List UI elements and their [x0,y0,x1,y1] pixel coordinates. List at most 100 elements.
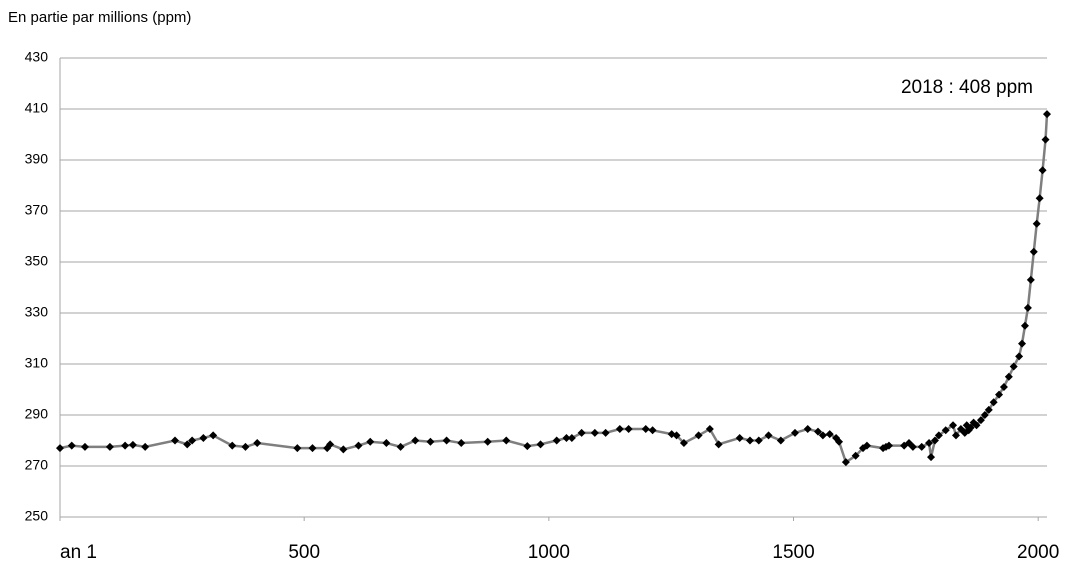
data-point [745,436,754,445]
data-point [999,382,1008,391]
data-point [590,428,599,437]
data-point [1026,275,1035,284]
data-point [818,431,827,440]
data-point [917,442,926,451]
data-point [426,437,435,446]
data-point [1023,303,1032,312]
data-point [1020,321,1029,330]
series-line [59,114,1049,465]
data-point [925,439,934,448]
data-point [1018,339,1027,348]
y-tick-label: 410 [25,100,49,116]
y-axis-label: En partie par millions (ppm) [8,9,191,26]
data-point [199,433,208,442]
data-point [972,421,981,430]
data-point [648,426,657,435]
data-point [825,430,834,439]
data-point [523,442,532,451]
data-point [411,436,420,445]
data-point [382,439,391,448]
data-point [908,442,917,451]
x-tick-label: an 1 [60,542,97,563]
data-point [984,405,993,414]
data-point [209,431,218,440]
data-point [1043,110,1051,119]
x-tick-label: 500 [288,542,320,563]
data-point [577,428,586,437]
data-point [679,439,688,448]
data-point [714,440,723,449]
data-point [483,437,492,446]
data-point [735,433,744,442]
data-point [930,436,939,445]
data-point [457,439,466,448]
data-point [1038,166,1047,175]
data-point [562,433,571,442]
data-point [615,425,624,434]
data-point [803,425,812,434]
data-point [56,444,64,453]
data-point [694,431,703,440]
data-point [989,398,998,407]
data-point [934,431,943,440]
data-point [326,440,335,449]
data-point [228,441,237,450]
data-point [105,442,114,451]
data-point [705,425,714,434]
data-point [754,436,763,445]
data-point [567,433,576,442]
data-point [927,453,936,462]
y-tick-label: 390 [25,151,49,167]
data-point [966,423,975,432]
data-point [976,416,985,425]
data-point [941,426,950,435]
data-point [502,436,511,445]
data-point [672,431,681,440]
data-point [536,440,545,449]
data-point [552,436,561,445]
y-tick-label: 290 [25,406,49,422]
annotation: 2018 : 408 ppm [901,77,1033,98]
y-tick-label: 310 [25,355,49,371]
y-tick-label: 430 [25,49,49,65]
data-point [366,437,375,446]
x-tick-label: 2000 [1017,542,1059,563]
data-point [884,441,893,450]
data-point [995,390,1004,399]
data-point [1035,194,1044,203]
x-tick-label: 1000 [528,542,570,563]
data-point [641,425,650,434]
data-point [776,436,785,445]
x-tick-label: 1500 [772,542,814,563]
data-point [980,411,989,419]
data-point [128,440,137,449]
data-point [80,442,89,451]
data-point [1009,362,1018,371]
data-point [951,431,960,440]
data-point [835,437,844,446]
data-point [1032,219,1041,228]
data-point [308,444,317,453]
y-tick-label: 330 [25,304,49,320]
data-point [1029,247,1038,256]
data-point [121,441,130,450]
data-point [624,425,633,434]
data-point [442,436,451,445]
data-point [183,440,192,449]
data-point [241,442,250,451]
data-point [1004,372,1013,381]
data-point [764,431,773,440]
y-tick-label: 250 [25,508,49,524]
data-point [253,439,262,448]
y-tick-label: 350 [25,253,49,269]
data-point [396,442,405,451]
y-tick-label: 270 [25,457,49,473]
y-tick-label: 370 [25,202,49,218]
data-point [188,436,197,445]
data-point [813,427,822,436]
data-point [170,436,179,445]
data-point [790,428,799,437]
data-point [67,441,76,450]
data-point [601,428,610,437]
data-point [949,421,958,430]
